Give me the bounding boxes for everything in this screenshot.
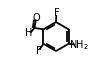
Text: F: F [54,8,59,18]
Text: NH$_2$: NH$_2$ [69,38,88,52]
Text: H: H [25,28,33,38]
Text: O: O [32,13,40,23]
Text: F: F [36,46,41,56]
